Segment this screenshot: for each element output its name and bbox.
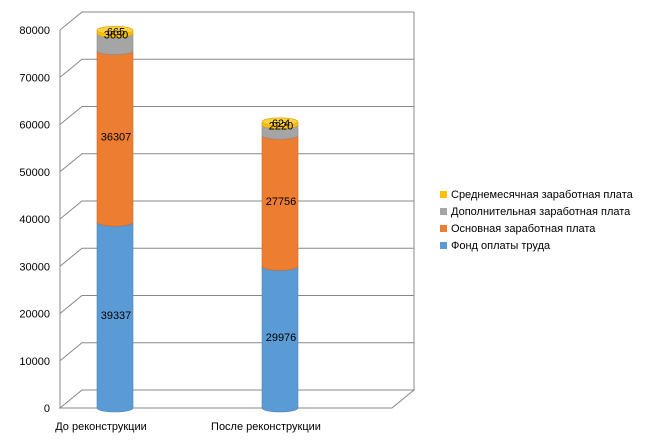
y-tick-label: 40000 <box>19 214 50 226</box>
data-label: 29976 <box>266 332 297 344</box>
bar-top-cap <box>261 117 299 127</box>
gridline <box>59 200 414 220</box>
legend: Среднемесячная заработная плата Дополните… <box>440 189 634 252</box>
legend-label: Среднемесячная заработная плата <box>451 189 634 201</box>
y-tick-label: 10000 <box>19 356 50 368</box>
legend-item: Дополнительная заработная плата <box>440 206 631 218</box>
legend-label: Основная заработная плата <box>451 223 596 235</box>
y-tick-label: 50000 <box>19 167 50 179</box>
bars <box>96 25 299 413</box>
x-tick-label: До реконструкции <box>55 421 147 433</box>
gridline <box>59 342 414 362</box>
legend-swatch <box>440 242 447 249</box>
data-label: 665 <box>107 26 125 38</box>
y-tick-label: 30000 <box>19 261 50 273</box>
y-tick-label: 80000 <box>19 25 50 37</box>
category-labels: До реконструкции После реконструкции <box>55 421 321 433</box>
data-label: 624 <box>272 118 290 130</box>
y-axis: 0 10000 20000 30000 40000 50000 60000 70000 8000… <box>19 25 61 415</box>
gridline <box>59 295 414 314</box>
legend-item: Среднемесячная заработная плата <box>440 189 634 201</box>
data-label: 39337 <box>101 310 132 322</box>
gridline <box>59 106 414 125</box>
data-label: 2220 <box>269 121 293 133</box>
gridline <box>59 247 414 267</box>
legend-item: Основная заработная плата <box>440 223 596 235</box>
bar-top-cap <box>96 25 134 35</box>
legend-label: Дополнительная заработная плата <box>451 206 631 218</box>
data-label: 3630 <box>104 29 128 41</box>
y-tick-label: 60000 <box>19 120 50 132</box>
gridline <box>59 58 414 78</box>
y-tick-label: 70000 <box>19 72 50 84</box>
legend-swatch <box>440 208 447 215</box>
legend-swatch <box>440 225 447 232</box>
gridline <box>59 153 414 173</box>
data-label: 36307 <box>101 131 132 143</box>
gridlines <box>58 11 416 409</box>
y-tick-label: 20000 <box>19 309 50 321</box>
legend-swatch <box>440 191 447 198</box>
gridline <box>59 11 414 31</box>
legend-item: Фонд оплаты труда <box>440 240 551 252</box>
legend-label: Фонд оплаты труда <box>451 240 551 252</box>
x-tick-label: После реконструкции <box>211 421 321 433</box>
y-tick-label: 0 <box>44 403 50 415</box>
data-label: 27756 <box>266 196 297 208</box>
